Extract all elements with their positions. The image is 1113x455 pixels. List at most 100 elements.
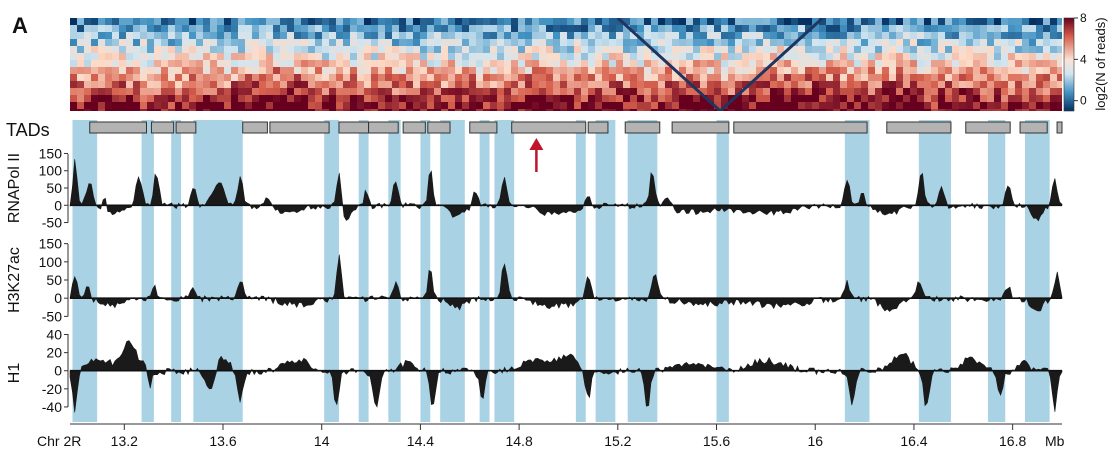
- heatmap-cell: [994, 95, 1002, 103]
- heatmap-cell: [203, 39, 211, 47]
- heatmap-cell: [147, 95, 155, 103]
- heatmap-cell: [511, 67, 519, 75]
- heatmap-cell: [833, 109, 841, 111]
- heatmap-cell: [791, 102, 799, 110]
- heatmap-cell: [903, 60, 911, 68]
- heatmap-cell: [98, 74, 106, 82]
- tad-domain: [1019, 121, 1048, 134]
- heatmap-cell: [1008, 88, 1016, 96]
- heatmap-cell: [371, 60, 379, 68]
- heatmap-cell: [203, 60, 211, 68]
- heatmap-cell: [553, 109, 561, 111]
- heatmap-cell: [196, 109, 204, 111]
- heatmap-cell: [322, 18, 330, 26]
- heatmap-cell: [987, 81, 995, 89]
- heatmap-cell: [175, 18, 183, 26]
- heatmap-cell: [623, 60, 631, 68]
- heatmap-cell: [203, 67, 211, 75]
- heatmap-cell: [595, 88, 603, 96]
- heatmap-cell: [231, 102, 239, 110]
- heatmap-cell: [700, 46, 708, 54]
- heatmap-cell: [413, 81, 421, 89]
- heatmap-cell: [126, 109, 134, 111]
- heatmap-cell: [175, 60, 183, 68]
- heatmap-cell: [875, 60, 883, 68]
- heatmap-cell: [686, 53, 694, 61]
- heatmap-cell: [651, 102, 659, 110]
- heatmap-cell: [917, 74, 925, 82]
- heatmap-cell: [287, 60, 295, 68]
- heatmap-cell: [910, 32, 918, 40]
- heatmap-cell: [518, 109, 526, 111]
- heatmap-cell: [140, 32, 148, 40]
- heatmap-cell: [980, 74, 988, 82]
- heatmap-cell: [154, 88, 162, 96]
- heatmap-cell: [1043, 18, 1051, 26]
- heatmap-cell: [1022, 32, 1030, 40]
- heatmap-cell: [644, 95, 652, 103]
- heatmap-cell: [994, 39, 1002, 47]
- heatmap-cell: [602, 46, 610, 54]
- heatmap-cell: [189, 102, 197, 110]
- heatmap-cell: [553, 67, 561, 75]
- heatmap-cell: [525, 18, 533, 26]
- heatmap-cell: [756, 32, 764, 40]
- heatmap-cell: [196, 74, 204, 82]
- heatmap-cell: [749, 67, 757, 75]
- heatmap-cell: [350, 95, 358, 103]
- heatmap-cell: [721, 67, 729, 75]
- heatmap-cell: [462, 95, 470, 103]
- heatmap-cell: [161, 88, 169, 96]
- heatmap-cell: [784, 74, 792, 82]
- heatmap-cell: [252, 81, 260, 89]
- heatmap-cell: [924, 32, 932, 40]
- heatmap-cell: [812, 46, 820, 54]
- heatmap-cell: [1015, 25, 1023, 33]
- heatmap-cell: [595, 74, 603, 82]
- heatmap-cell: [448, 67, 456, 75]
- heatmap-cell: [210, 95, 218, 103]
- heatmap-cell: [868, 81, 876, 89]
- heatmap-cell: [931, 39, 939, 47]
- heatmap-cell: [714, 67, 722, 75]
- heatmap-cell: [952, 109, 960, 111]
- heatmap-cell: [742, 60, 750, 68]
- heatmap-cell: [364, 53, 372, 61]
- heatmap-cell: [959, 88, 967, 96]
- heatmap-cell: [623, 46, 631, 54]
- heatmap-cell: [840, 67, 848, 75]
- heatmap-cell: [210, 25, 218, 33]
- heatmap-cell: [497, 95, 505, 103]
- heatmap-cell: [749, 18, 757, 26]
- heatmap-cell: [539, 88, 547, 96]
- heatmap-cell: [336, 46, 344, 54]
- heatmap-cell: [539, 67, 547, 75]
- heatmap-cell: [420, 74, 428, 82]
- heatmap-cell: [882, 81, 890, 89]
- heatmap-cell: [854, 74, 862, 82]
- heatmap-cell: [791, 95, 799, 103]
- heatmap-cell: [889, 81, 897, 89]
- heatmap-cell: [819, 95, 827, 103]
- heatmap-cell: [854, 53, 862, 61]
- heatmap-cell: [231, 67, 239, 75]
- heatmap-cell: [700, 39, 708, 47]
- heatmap-cell: [728, 32, 736, 40]
- heatmap-cell: [686, 39, 694, 47]
- heatmap-cell: [952, 81, 960, 89]
- heatmap-cell: [1043, 67, 1051, 75]
- heatmap-cell: [882, 32, 890, 40]
- heatmap-cell: [161, 39, 169, 47]
- heatmap-cell: [756, 39, 764, 47]
- heatmap-cell: [238, 18, 246, 26]
- heatmap-cell: [581, 88, 589, 96]
- heatmap-cell: [658, 39, 666, 47]
- heatmap-cell: [140, 18, 148, 26]
- heatmap-cell: [182, 39, 190, 47]
- heatmap-cell: [364, 32, 372, 40]
- heatmap-cell: [490, 81, 498, 89]
- heatmap-cell: [616, 102, 624, 110]
- heatmap-cell: [105, 102, 113, 110]
- heatmap-cell: [672, 81, 680, 89]
- heatmap-cell: [910, 109, 918, 111]
